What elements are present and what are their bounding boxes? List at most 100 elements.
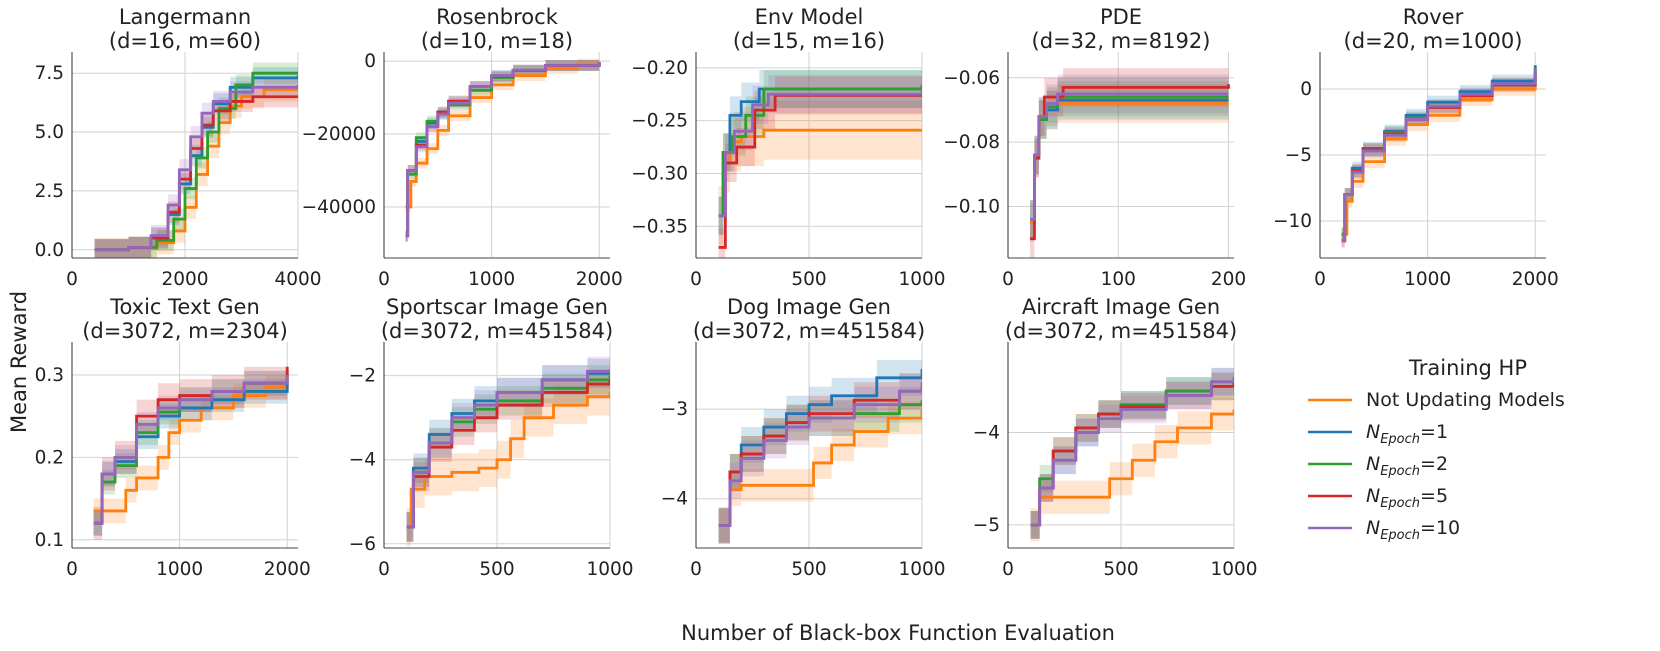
x-tick-label: 1000 [468, 269, 515, 290]
series-layer [93, 350, 289, 540]
band-env-model [718, 72, 922, 235]
x-tick-label: 100 [1101, 269, 1136, 290]
subplot-title: Langermann [119, 5, 251, 29]
legend-entry: NEpoch=1 [1308, 421, 1448, 447]
subplot-title: Env Model [755, 5, 864, 29]
y-tick-label: −0.30 [631, 163, 688, 184]
x-tick-label: 0 [1002, 559, 1014, 580]
subplot-title: Dog Image Gen [727, 295, 891, 319]
y-tick-label: 2.5 [35, 181, 64, 202]
y-tick-label: −40000 [302, 197, 376, 218]
series-layer [1030, 64, 1230, 258]
line-rosenbrock [405, 62, 601, 238]
band-pde [1030, 74, 1229, 239]
subplot-title: Sportscar Image Gen [386, 295, 608, 319]
series-layer [1341, 58, 1537, 248]
y-tick-label: 0.2 [35, 447, 64, 468]
subplot-subtitle: (d=10, m=18) [421, 29, 573, 53]
y-tick-label: −10 [1273, 211, 1312, 232]
band-aircraft-image-gen [1030, 363, 1234, 539]
line-sportscar-image-gen [406, 392, 610, 529]
subplot-title: Toxic Text Gen [109, 295, 260, 319]
x-tick-label: 0 [66, 559, 78, 580]
subplot-subtitle: (d=20, m=1000) [1344, 29, 1523, 53]
y-tick-label: 0 [364, 51, 376, 72]
y-axis-label: Mean Reward [7, 291, 31, 433]
subplot-subtitle: (d=3072, m=451584) [381, 319, 613, 343]
subplot-title: Rover [1403, 5, 1464, 29]
x-tick-label: 4000 [274, 269, 321, 290]
line-langermann [94, 84, 298, 252]
subplot-title: Aircraft Image Gen [1022, 295, 1220, 319]
series-layer [1030, 363, 1234, 542]
line-toxic-text-gen [93, 379, 289, 513]
x-tick-label: 500 [791, 269, 826, 290]
subplot-pde: 0 100 200 −0.10 −0.08 −0.06 PDE(d=32, m=8192) [943, 5, 1246, 290]
subplot-env-model: 0 500 1000 −0.35 −0.30 −0.25 −0.20 Env Model(d=… [631, 5, 945, 290]
legend-entry: NEpoch=10 [1308, 517, 1460, 543]
y-tick-label: −3 [661, 399, 688, 420]
band-sportscar-image-gen [406, 356, 610, 542]
x-tick-label: 0 [66, 269, 78, 290]
band-toxic-text-gen [93, 358, 288, 536]
series-layer [406, 354, 610, 546]
subplot-langermann: 0 2000 4000 0.0 2.5 5.0 7.5 Langermann(d=16, m=… [35, 5, 322, 290]
line-env-model [718, 91, 922, 218]
subplot-subtitle: (d=32, m=8192) [1032, 29, 1211, 53]
subplot-rover: 0 1000 2000 −10 −5 0 Rover(d=20, m=1000) [1273, 5, 1559, 290]
legend-title: Training HP [1408, 356, 1527, 380]
x-tick-label: 1000 [1404, 269, 1451, 290]
band-toxic-text-gen [93, 350, 288, 540]
legend-label: NEpoch=1 [1366, 421, 1448, 447]
subplot-toxic-text-gen: 0 1000 2000 0.1 0.2 0.3 Toxic Text Gen(d=3072,… [35, 295, 311, 580]
line-rover [1341, 69, 1537, 236]
band-env-model [718, 65, 922, 235]
line-env-model [718, 84, 922, 218]
x-tick-label: 500 [1103, 559, 1138, 580]
y-tick-label: −20000 [302, 124, 376, 145]
x-tick-label: 1000 [586, 559, 633, 580]
line-aircraft-image-gen [1030, 409, 1234, 527]
x-tick-label: 0 [690, 559, 702, 580]
band-langermann [94, 86, 298, 258]
y-tick-label: 5.0 [35, 122, 64, 143]
y-tick-label: −0.20 [631, 58, 688, 79]
line-aircraft-image-gen [1030, 377, 1234, 527]
x-tick-label: 2000 [1512, 269, 1559, 290]
y-tick-label: −4 [661, 489, 688, 510]
band-rosenbrock [405, 56, 600, 213]
subplot-subtitle: (d=15, m=16) [733, 29, 885, 53]
legend: Training HP Not Updating ModelsNEpoch=1N… [1308, 356, 1565, 543]
y-tick-label: −6 [349, 534, 376, 555]
series-layer [718, 65, 922, 258]
subplot-subtitle: (d=16, m=60) [109, 29, 261, 53]
legend-entries: Not Updating Models NEpoch=1 NEpoch=2 NEpoc… [1308, 389, 1565, 543]
subplot-dog-image-gen: 0 500 1000 −4 −3 Dog Image Gen(d=3072, m=4515… [661, 295, 946, 580]
x-tick-label: 200 [1211, 269, 1246, 290]
legend-label: Not Updating Models [1366, 389, 1565, 411]
subplot-subtitle: (d=3072, m=451584) [693, 319, 925, 343]
line-rover [1341, 69, 1537, 243]
subplot-aircraft-image-gen: 0 500 1000 −5 −4 Aircraft Image Gen(d=3072, m… [973, 295, 1258, 580]
x-tick-label: 1000 [898, 269, 945, 290]
x-tick-label: 0 [378, 269, 390, 290]
subplot-rosenbrock: 0 1000 2000 −40000 −20000 0 Rosenbrock(d=10, m… [302, 5, 623, 290]
legend-label: NEpoch=2 [1366, 453, 1448, 479]
y-tick-label: 0 [1300, 79, 1312, 100]
x-tick-label: 0 [378, 559, 390, 580]
series-layer [405, 56, 601, 242]
line-toxic-text-gen [93, 374, 289, 525]
x-tick-label: 1000 [156, 559, 203, 580]
x-tick-label: 1000 [1210, 559, 1257, 580]
subplot-title: Rosenbrock [436, 5, 559, 29]
band-langermann [94, 74, 298, 258]
band-toxic-text-gen [93, 366, 288, 524]
line-langermann [94, 71, 298, 252]
x-tick-label: 2000 [576, 269, 623, 290]
y-tick-label: −4 [973, 423, 1000, 444]
subplot-subtitle: (d=3072, m=2304) [82, 319, 288, 343]
y-tick-label: 0.3 [35, 365, 64, 386]
y-tick-label: −0.10 [943, 197, 1000, 218]
x-tick-label: 2000 [161, 269, 208, 290]
